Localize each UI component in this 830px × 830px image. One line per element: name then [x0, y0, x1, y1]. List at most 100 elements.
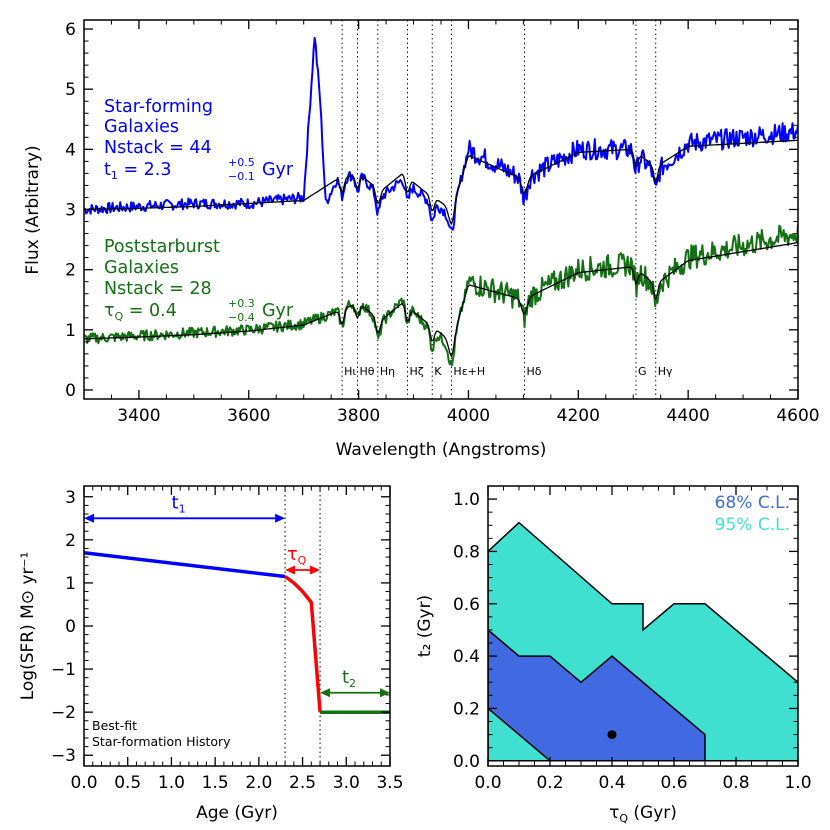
arrow-head-right-1 — [310, 565, 321, 575]
confidence-x-symbol: τ — [609, 803, 619, 823]
y-tick-label: 2 — [65, 261, 76, 281]
x-tick-label: 4000 — [447, 406, 490, 426]
spectrum-x-label: Wavelength (Angstroms) — [336, 440, 547, 460]
y-tick-label: 1 — [65, 574, 76, 594]
arrow-head-left-1 — [285, 565, 296, 575]
sf-param-upper: +0.5 — [228, 156, 255, 169]
arrow-head-left-2 — [320, 688, 331, 698]
confidence-ticks: 0.0 0.2 0.4 0.6 0.8 1.0 0.0 0.2 0.4 0.6 0.8 1.0 — [453, 486, 812, 793]
spectrum-line-1 — [84, 139, 798, 225]
psb-param-unit: Gyr — [262, 301, 294, 321]
arrow-label-symbol-2: t — [342, 667, 349, 688]
confidence-x-label: τQ (Gyr) — [609, 803, 677, 825]
arrow-label-0: t1 — [172, 492, 186, 515]
x-tick-label: 0.6 — [660, 773, 687, 793]
confidence-regions — [488, 521, 798, 762]
sfh-line-0 — [83, 551, 286, 579]
x-tick-label: 3600 — [227, 406, 270, 426]
x-tick-label: 3.0 — [333, 773, 360, 793]
x-tick-label: 4600 — [776, 406, 819, 426]
x-tick-label: 1.0 — [158, 773, 185, 793]
psb-param-symbol: τ — [104, 301, 115, 321]
y-tick-label: −2 — [51, 703, 76, 723]
y-tick-label: 0.6 — [453, 595, 480, 615]
y-tick-label: 5 — [65, 80, 76, 100]
sf-param-unit: Gyr — [262, 160, 294, 180]
line-label-1: Hθ — [360, 365, 375, 378]
arrow-label-sub-0: 1 — [179, 502, 186, 515]
sf-param-eq: = 2.3 — [118, 160, 172, 180]
x-tick-label: 1.5 — [202, 773, 229, 793]
arrow-head-right-2 — [380, 688, 390, 698]
sf-param: t1 = 2.3 — [104, 160, 172, 182]
sf-param-symbol: t — [104, 160, 111, 180]
y-tick-label: 0.0 — [453, 752, 480, 772]
psb-param-sub: Q — [115, 310, 124, 323]
line-label-2: Hη — [380, 365, 395, 378]
x-tick-label: 0.8 — [722, 773, 749, 793]
spectral-line-markers: Hι Hθ Hη Hζ K Hε+H Hδ G Hγ — [341, 20, 673, 399]
y-tick-label: 0 — [65, 381, 76, 401]
x-tick-label: 1.0 — [784, 773, 811, 793]
line-label-6: Hδ — [526, 365, 541, 378]
y-tick-label: 3 — [65, 201, 76, 221]
arrow-head-left-0 — [84, 513, 94, 523]
arrow-label-sub-2: 2 — [349, 677, 356, 690]
arrow-label-symbol-1: τ — [287, 544, 298, 565]
sf-param-lower: −0.1 — [228, 170, 255, 183]
sf-label-line-2: Galaxies — [104, 117, 179, 137]
psb-param-lower: −0.4 — [228, 311, 255, 324]
psb-param: τQ = 0.4 — [104, 301, 177, 323]
line-label-8: Hγ — [658, 365, 673, 378]
spectrum-y-label: Flux (Arbitrary) — [23, 145, 43, 274]
y-tick-label: 0 — [65, 617, 76, 637]
x-tick-label: 2.5 — [289, 773, 316, 793]
x-tick-label: 2.0 — [245, 773, 272, 793]
spectrum-ticks: 3400 3600 3800 4000 4200 4400 4600 0 1 2 3 4 5 6 — [65, 20, 820, 426]
arrow-head-right-0 — [275, 513, 286, 523]
x-tick-label: 0.0 — [70, 773, 97, 793]
y-tick-label: 4 — [65, 140, 76, 160]
sf-label-line-3: Nstack = 44 — [104, 138, 212, 158]
arrow-label-sub-1: Q — [298, 554, 307, 567]
x-tick-label: 4200 — [557, 406, 600, 426]
legend-68: 68% C.L. — [715, 493, 790, 513]
y-tick-label: 1 — [65, 321, 76, 341]
psb-label-line-1: Poststarburst — [104, 237, 220, 257]
confidence-y-label: t₂ (Gyr) — [415, 595, 435, 657]
y-tick-label: 1.0 — [453, 490, 480, 510]
spectrum-line-0 — [84, 36, 798, 231]
best-fit-point — [607, 730, 617, 740]
x-tick-label: 4400 — [667, 406, 710, 426]
confidence-x-unit: (Gyr) — [628, 803, 677, 823]
spectrum-panel: Hι Hθ Hη Hζ K Hε+H Hδ G Hγ 3400 3600 3800 4000 4200 4… — [23, 19, 820, 460]
star-forming-label: Star-forming Galaxies Nstack = 44 t1 = 2… — [104, 97, 294, 183]
x-tick-label: 0.5 — [114, 773, 141, 793]
x-tick-label: 0.2 — [536, 773, 563, 793]
sfh-line-1 — [284, 575, 322, 713]
arrow-label-1: τQ — [287, 544, 307, 567]
sfh-series — [83, 551, 390, 714]
sfh-y-label: Log(SFR) M⊙ yr⁻¹ — [18, 552, 38, 701]
arrow-label-symbol-0: t — [172, 492, 179, 513]
psb-param-upper: +0.3 — [228, 297, 255, 310]
sfh-phase-boundaries — [284, 486, 321, 766]
line-label-3: Hζ — [409, 365, 423, 378]
confidence-x-sub: Q — [619, 812, 628, 825]
y-tick-label: 2 — [65, 531, 76, 551]
sf-label-line-1: Star-forming — [104, 97, 213, 117]
x-tick-label: 0.4 — [598, 773, 625, 793]
sfh-annotation-line-1: Best-fit — [92, 718, 137, 733]
x-tick-label: 3.5 — [376, 773, 403, 793]
x-tick-label: 3400 — [117, 406, 160, 426]
y-tick-label: 0.2 — [453, 699, 480, 719]
y-tick-label: 0.4 — [453, 647, 480, 667]
line-label-4: K — [434, 365, 442, 378]
poststarburst-label: Poststarburst Galaxies Nstack = 28 τQ = … — [104, 237, 294, 324]
spectrum-line-3 — [84, 242, 798, 358]
y-tick-label: 3 — [65, 488, 76, 508]
y-tick-label: 0.8 — [453, 542, 480, 562]
